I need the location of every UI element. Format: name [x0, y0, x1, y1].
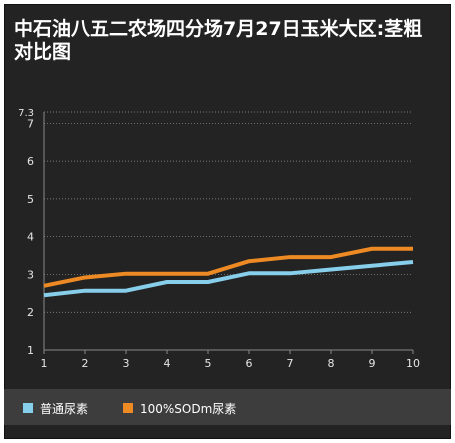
y-tick-label: 7.3: [18, 108, 34, 119]
y-tick-labels: 1 2 3 4 5 6 77.3: [18, 108, 34, 357]
legend: 普通尿素 100%SODm尿素: [4, 389, 451, 425]
x-tick-label: 6: [246, 357, 253, 370]
x-tick-label: 3: [123, 357, 130, 370]
x-tick-labels: 1 2 3 4 5 6 7 8 9 10: [41, 357, 421, 370]
x-tick-label: 2: [82, 357, 89, 370]
legend-item-series-2[interactable]: 100%SODm尿素: [123, 400, 236, 416]
legend-swatch: [123, 403, 133, 413]
y-tick-label: 5: [27, 193, 34, 206]
x-tick-label: 4: [164, 357, 171, 370]
y-tick-label: 6: [27, 155, 34, 168]
x-tick-label: 1: [41, 357, 48, 370]
x-tick-label: 8: [328, 357, 335, 370]
legend-swatch: [23, 403, 33, 413]
x-tick-label: 9: [369, 357, 376, 370]
x-tick-label: 10: [406, 357, 420, 370]
chart-frame: [4, 4, 451, 439]
series-line-2: [43, 246, 413, 288]
y-tick-label: 4: [27, 231, 34, 244]
y-tick-label: 1: [27, 344, 34, 357]
y-tick-label: 3: [27, 268, 34, 281]
legend-item-series-1[interactable]: 普通尿素: [23, 400, 88, 416]
legend-label: 100%SODm尿素: [140, 401, 237, 416]
series-lines: [43, 246, 414, 298]
series-line-1: [43, 259, 414, 298]
y-tick-label: 2: [27, 306, 34, 319]
x-tick-label: 7: [287, 357, 294, 370]
grid-lines: [44, 111, 413, 313]
legend-label: 普通尿素: [40, 401, 89, 416]
axes: [43, 112, 414, 354]
y-tick-label: 7: [27, 117, 34, 130]
x-tick-label: 5: [205, 357, 212, 370]
chart-title: 中石油八五二农场四分场7月27日玉米大区:茎粗对比图: [14, 18, 423, 63]
